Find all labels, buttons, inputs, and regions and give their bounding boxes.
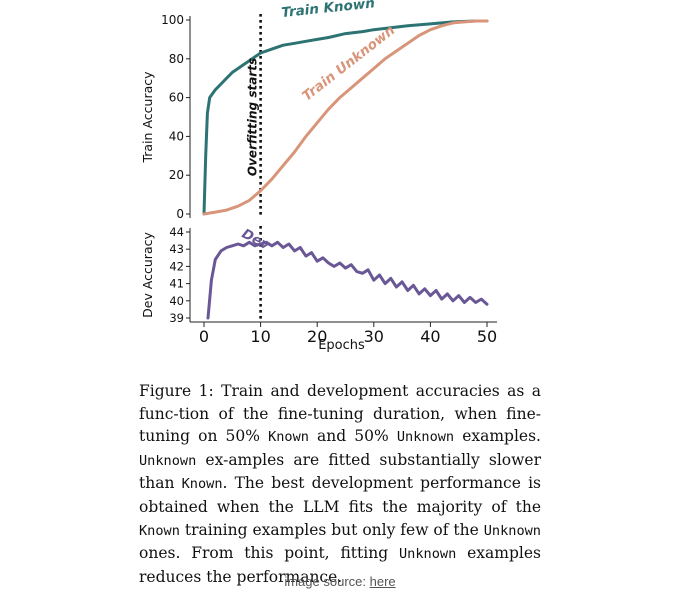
series-line-train-unknown: [202, 19, 489, 216]
caption-text: and: [308, 427, 355, 446]
y-axis-label: Train Accuracy: [140, 71, 155, 164]
caption-text: examples.: [454, 427, 541, 446]
caption-text: ex-amples are fitted substantially slowe…: [139, 450, 541, 493]
x-tick-label: 20: [307, 327, 327, 346]
caption-text: . The best development performance is ob…: [139, 474, 541, 516]
y-tick-label: 42: [169, 259, 184, 273]
caption-code: Unknown: [398, 546, 457, 563]
x-tick-label: 50: [477, 327, 497, 346]
caption-text: Figure 1: Train and development accuraci…: [139, 382, 541, 446]
x-tick-label: 0: [199, 327, 209, 346]
y-tick-label: 0: [176, 207, 184, 221]
x-tick-label: 40: [420, 327, 440, 346]
annotation-dev: Dev: [239, 226, 273, 254]
annotation-train-known: Train Known: [281, 0, 376, 21]
caption-code: Known: [268, 429, 309, 446]
y-tick-label: 41: [169, 277, 184, 291]
y-axis-label: Dev Accuracy: [140, 232, 155, 318]
annotation-overfitting-starts: Overfitting starts: [246, 58, 260, 176]
caption-text: training examples but only few of the: [179, 520, 484, 539]
y-tick-label: 39: [169, 311, 184, 325]
caption-code: Known: [139, 522, 180, 539]
caption-code: Known: [181, 476, 223, 493]
image-source: image source: here: [0, 574, 680, 589]
y-tick-label: 44: [169, 225, 184, 239]
caption-code: Unknown: [483, 522, 541, 539]
caption-text: ones. From this point, fitting: [139, 544, 399, 563]
series-line-dev: [206, 240, 489, 320]
y-tick-label: 100: [161, 13, 184, 27]
y-tick-label: 20: [169, 168, 184, 182]
y-tick-label: 60: [169, 91, 184, 105]
caption-percent: 50%: [225, 427, 260, 446]
figure-caption: Figure 1: Train and development accuraci…: [139, 380, 541, 588]
y-tick-label: 43: [169, 242, 184, 256]
caption-percent: 50%: [354, 427, 389, 446]
source-link[interactable]: here: [369, 574, 396, 589]
caption-code: Unknown: [139, 452, 197, 469]
caption-text: examples reduces the performance.: [139, 544, 541, 586]
series-line-train-known: [202, 19, 489, 216]
dev-accuracy-plot: 39 40 41 42 43 44 Dev Accuracy 0 10 20 30 40 50 Epoch…: [140, 225, 497, 353]
source-prefix: image source:: [284, 574, 370, 589]
x-axis-label: Epochs: [318, 338, 365, 353]
x-tick-label: 10: [250, 327, 270, 346]
caption-code: Unknown: [396, 429, 455, 446]
y-tick-label: 80: [169, 52, 184, 66]
y-tick-label: 40: [169, 129, 184, 143]
x-tick-label: 30: [364, 327, 384, 346]
y-tick-label: 40: [169, 294, 184, 308]
